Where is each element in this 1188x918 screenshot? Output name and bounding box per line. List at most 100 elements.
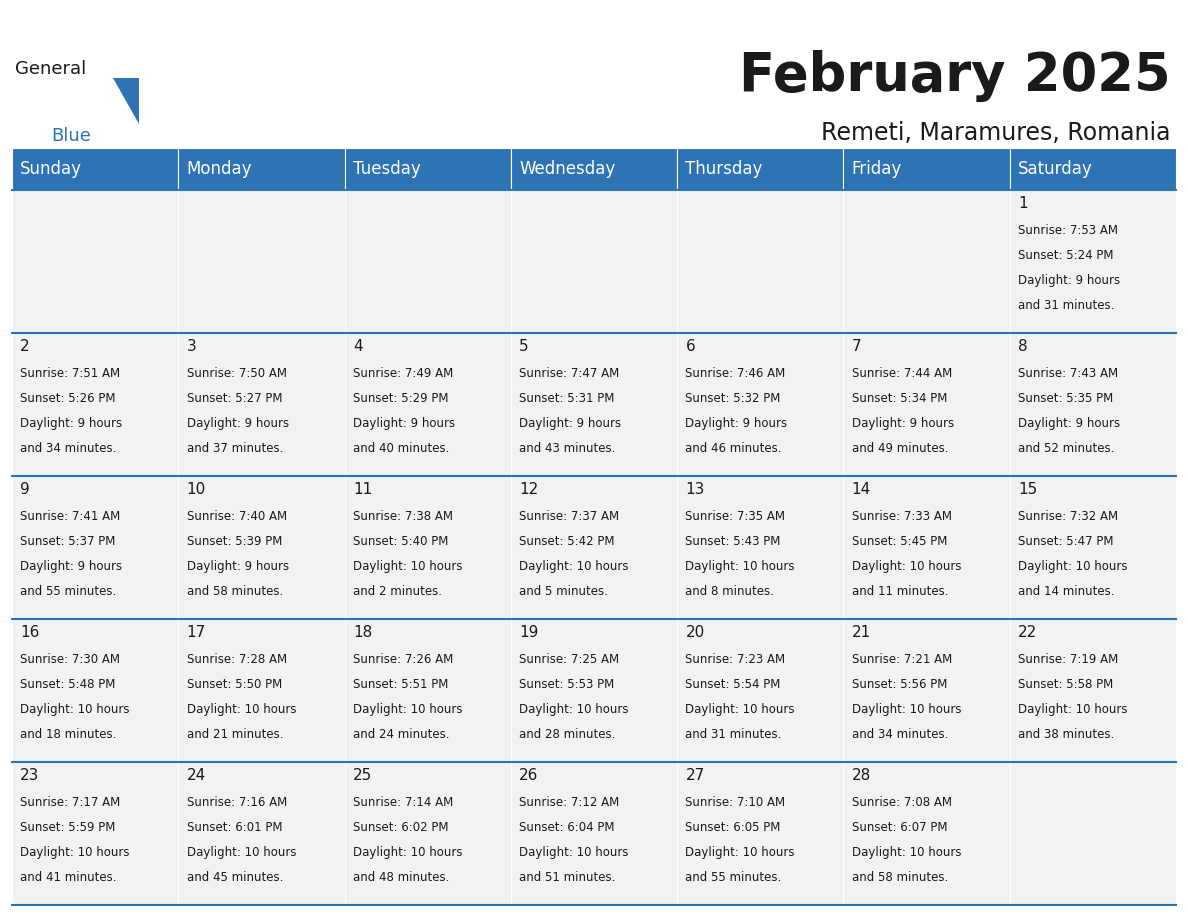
Text: Daylight: 9 hours: Daylight: 9 hours bbox=[187, 417, 289, 430]
Bar bbox=[178, 762, 345, 905]
Text: and 55 minutes.: and 55 minutes. bbox=[685, 870, 782, 884]
Text: and 45 minutes.: and 45 minutes. bbox=[187, 870, 283, 884]
Bar bbox=[511, 190, 677, 333]
Text: Daylight: 10 hours: Daylight: 10 hours bbox=[353, 845, 462, 858]
Text: Sunset: 5:24 PM: Sunset: 5:24 PM bbox=[1018, 249, 1113, 262]
Bar bbox=[677, 619, 843, 762]
Text: 28: 28 bbox=[852, 768, 871, 783]
Text: Daylight: 10 hours: Daylight: 10 hours bbox=[519, 560, 628, 573]
Text: Sunrise: 7:35 AM: Sunrise: 7:35 AM bbox=[685, 509, 785, 522]
Text: Sunrise: 7:10 AM: Sunrise: 7:10 AM bbox=[685, 796, 785, 809]
Text: and 5 minutes.: and 5 minutes. bbox=[519, 585, 608, 598]
Text: and 18 minutes.: and 18 minutes. bbox=[20, 728, 116, 741]
Bar bbox=[178, 148, 345, 190]
Text: Sunset: 5:54 PM: Sunset: 5:54 PM bbox=[685, 677, 781, 690]
Text: Sunset: 5:35 PM: Sunset: 5:35 PM bbox=[1018, 392, 1113, 405]
Text: Remeti, Maramures, Romania: Remeti, Maramures, Romania bbox=[821, 121, 1170, 145]
Text: General: General bbox=[15, 60, 87, 78]
Bar bbox=[178, 190, 345, 333]
Text: 5: 5 bbox=[519, 340, 529, 354]
Bar bbox=[12, 190, 178, 333]
Text: 16: 16 bbox=[20, 625, 39, 641]
Text: 13: 13 bbox=[685, 483, 704, 498]
Text: Sunrise: 7:50 AM: Sunrise: 7:50 AM bbox=[187, 366, 286, 380]
Text: Sunrise: 7:53 AM: Sunrise: 7:53 AM bbox=[1018, 224, 1118, 237]
Text: and 52 minutes.: and 52 minutes. bbox=[1018, 442, 1114, 454]
Text: Sunset: 5:48 PM: Sunset: 5:48 PM bbox=[20, 677, 115, 690]
Text: February 2025: February 2025 bbox=[739, 50, 1170, 103]
Bar bbox=[843, 762, 1010, 905]
Text: Daylight: 9 hours: Daylight: 9 hours bbox=[1018, 417, 1120, 430]
Text: Daylight: 10 hours: Daylight: 10 hours bbox=[519, 702, 628, 716]
Bar bbox=[843, 148, 1010, 190]
Text: Daylight: 10 hours: Daylight: 10 hours bbox=[353, 560, 462, 573]
Bar bbox=[843, 619, 1010, 762]
Text: Sunrise: 7:17 AM: Sunrise: 7:17 AM bbox=[20, 796, 120, 809]
Text: Daylight: 10 hours: Daylight: 10 hours bbox=[852, 845, 961, 858]
Bar bbox=[178, 619, 345, 762]
Bar bbox=[511, 148, 677, 190]
Bar bbox=[12, 762, 178, 905]
Text: and 24 minutes.: and 24 minutes. bbox=[353, 728, 449, 741]
Text: Daylight: 10 hours: Daylight: 10 hours bbox=[1018, 560, 1127, 573]
Bar bbox=[1010, 762, 1176, 905]
Text: Blue: Blue bbox=[51, 127, 91, 145]
Bar bbox=[843, 476, 1010, 619]
Text: Sunrise: 7:49 AM: Sunrise: 7:49 AM bbox=[353, 366, 453, 380]
Text: Daylight: 10 hours: Daylight: 10 hours bbox=[187, 702, 296, 716]
Text: Thursday: Thursday bbox=[685, 160, 763, 178]
Text: 26: 26 bbox=[519, 768, 538, 783]
Text: and 58 minutes.: and 58 minutes. bbox=[852, 870, 948, 884]
Text: Sunrise: 7:19 AM: Sunrise: 7:19 AM bbox=[1018, 653, 1118, 666]
Text: Sunset: 5:26 PM: Sunset: 5:26 PM bbox=[20, 392, 115, 405]
Text: Monday: Monday bbox=[187, 160, 252, 178]
Text: Sunset: 5:56 PM: Sunset: 5:56 PM bbox=[852, 677, 947, 690]
Text: 18: 18 bbox=[353, 625, 372, 641]
Text: and 49 minutes.: and 49 minutes. bbox=[852, 442, 948, 454]
Text: Sunset: 5:34 PM: Sunset: 5:34 PM bbox=[852, 392, 947, 405]
Text: Daylight: 9 hours: Daylight: 9 hours bbox=[20, 560, 122, 573]
Text: and 55 minutes.: and 55 minutes. bbox=[20, 585, 116, 598]
Text: and 58 minutes.: and 58 minutes. bbox=[187, 585, 283, 598]
Text: 15: 15 bbox=[1018, 483, 1037, 498]
Bar bbox=[345, 148, 511, 190]
Text: Sunset: 6:02 PM: Sunset: 6:02 PM bbox=[353, 821, 448, 834]
Text: and 21 minutes.: and 21 minutes. bbox=[187, 728, 283, 741]
Text: 10: 10 bbox=[187, 483, 206, 498]
Text: Sunrise: 7:25 AM: Sunrise: 7:25 AM bbox=[519, 653, 619, 666]
Bar bbox=[677, 148, 843, 190]
Text: Daylight: 10 hours: Daylight: 10 hours bbox=[1018, 702, 1127, 716]
Bar bbox=[1010, 148, 1176, 190]
Text: 11: 11 bbox=[353, 483, 372, 498]
Text: 1: 1 bbox=[1018, 196, 1028, 211]
Bar bbox=[677, 476, 843, 619]
Text: Sunrise: 7:30 AM: Sunrise: 7:30 AM bbox=[20, 653, 120, 666]
Text: 7: 7 bbox=[852, 340, 861, 354]
Text: 24: 24 bbox=[187, 768, 206, 783]
Text: 27: 27 bbox=[685, 768, 704, 783]
Text: and 48 minutes.: and 48 minutes. bbox=[353, 870, 449, 884]
Bar bbox=[178, 333, 345, 476]
Text: Sunset: 5:58 PM: Sunset: 5:58 PM bbox=[1018, 677, 1113, 690]
Text: and 41 minutes.: and 41 minutes. bbox=[20, 870, 116, 884]
Text: Sunrise: 7:16 AM: Sunrise: 7:16 AM bbox=[187, 796, 286, 809]
Text: Sunrise: 7:23 AM: Sunrise: 7:23 AM bbox=[685, 653, 785, 666]
Text: Daylight: 9 hours: Daylight: 9 hours bbox=[1018, 274, 1120, 286]
Text: Tuesday: Tuesday bbox=[353, 160, 421, 178]
Text: and 43 minutes.: and 43 minutes. bbox=[519, 442, 615, 454]
Text: Wednesday: Wednesday bbox=[519, 160, 615, 178]
Text: 17: 17 bbox=[187, 625, 206, 641]
Text: and 38 minutes.: and 38 minutes. bbox=[1018, 728, 1114, 741]
Bar bbox=[677, 333, 843, 476]
Text: and 14 minutes.: and 14 minutes. bbox=[1018, 585, 1114, 598]
Bar bbox=[345, 762, 511, 905]
Text: Daylight: 9 hours: Daylight: 9 hours bbox=[353, 417, 455, 430]
Text: Sunset: 6:01 PM: Sunset: 6:01 PM bbox=[187, 821, 282, 834]
Text: Daylight: 10 hours: Daylight: 10 hours bbox=[852, 560, 961, 573]
Text: Sunset: 5:32 PM: Sunset: 5:32 PM bbox=[685, 392, 781, 405]
Text: Sunset: 5:50 PM: Sunset: 5:50 PM bbox=[187, 677, 282, 690]
Text: Sunset: 5:37 PM: Sunset: 5:37 PM bbox=[20, 534, 115, 548]
Bar bbox=[677, 190, 843, 333]
Text: and 2 minutes.: and 2 minutes. bbox=[353, 585, 442, 598]
Text: Sunset: 6:05 PM: Sunset: 6:05 PM bbox=[685, 821, 781, 834]
